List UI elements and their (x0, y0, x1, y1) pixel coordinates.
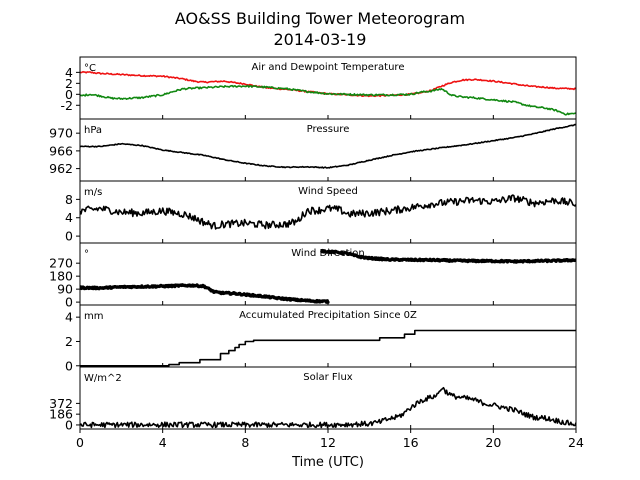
temp-unit-label: °C (84, 63, 96, 74)
x-axis-label: Time (UTC) (291, 455, 364, 470)
prec-title: Accumulated Precipitation Since 0Z (239, 310, 417, 321)
pres-title: Pressure (307, 124, 350, 135)
wind-ytick-label: 4 (65, 210, 73, 225)
x-tick-label: 20 (485, 435, 501, 450)
temp-title: Air and Dewpoint Temperature (252, 62, 405, 73)
panel-wind: 8 4 0 m/s Wind Speed (65, 180, 577, 244)
prec-plot-area (80, 329, 576, 367)
prec-ytick-label: 0 (65, 358, 73, 373)
solar-ytick-label: 0 (65, 417, 73, 432)
x-axis: 0 4 8 12 16 20 24 (76, 429, 584, 450)
wdir-ytick-label: 180 (49, 269, 73, 284)
wdir-unit-label: ° (84, 249, 89, 260)
temp-ytick-label: -2 (61, 98, 73, 113)
prec-ytick-label: 2 (65, 334, 73, 349)
solar-series-0 (80, 386, 576, 429)
x-tick-label: 24 (568, 435, 584, 450)
pres-ytick-label: 966 (49, 143, 73, 158)
panel-pres: 970 966 962 hPa Pressure (49, 118, 577, 182)
panel-temp: 420-2 °C Air and Dewpoint Temperature (61, 56, 577, 120)
temp-series-1 (80, 84, 576, 116)
figure-title: AO&SS Building Tower Meteorogram (175, 9, 465, 28)
x-tick-label: 16 (403, 435, 419, 450)
pres-ytick-label: 970 (49, 126, 73, 141)
wind-series-0 (80, 194, 576, 230)
x-tick-label: 0 (76, 435, 84, 450)
solar-unit-label: W/m^2 (84, 373, 122, 384)
temp-plot-area (80, 70, 576, 116)
pres-ytick-label: 962 (49, 161, 73, 176)
pres-series-0 (80, 123, 576, 169)
temp-ytick-label: 0 (65, 87, 73, 102)
wind-unit-label: m/s (84, 187, 102, 198)
solar-ytick-label: 372 (49, 396, 73, 411)
x-tick-label: 4 (159, 435, 167, 450)
temp-ytick-label: 2 (65, 76, 73, 91)
pres-plot-area (80, 123, 576, 169)
wind-ytick-label: 0 (65, 229, 73, 244)
pres-unit-label: hPa (84, 125, 102, 136)
temp-ytick-label: 4 (65, 65, 73, 80)
panel-prec: 4 2 0 mm Accumulated Precipitation Since 0Z (65, 304, 577, 373)
wind-ytick-label: 8 (65, 192, 73, 207)
solar-ytick-label: 186 (49, 407, 73, 422)
wdir-title: Wind Direction (291, 248, 365, 259)
wind-title: Wind Speed (298, 186, 358, 197)
wind-plot-area (80, 194, 576, 230)
prec-series-0 (80, 329, 576, 367)
wdir-series-0 (80, 283, 330, 304)
panels: 420-2°C Air and Dewpoint Temperature97096… (49, 56, 577, 432)
wdir-plot-area (80, 248, 576, 304)
wdir-ytick-label: 270 (49, 256, 73, 271)
x-tick-label: 12 (320, 435, 336, 450)
solar-title: Solar Flux (303, 372, 353, 383)
wdir-ytick-label: 90 (57, 282, 73, 297)
prec-unit-label: mm (84, 311, 103, 322)
figure-date: 2014-03-19 (274, 30, 367, 49)
wdir-series-1 (320, 248, 576, 264)
temp-series-0 (80, 70, 576, 98)
solar-plot-area (80, 386, 576, 429)
prec-ytick-label: 4 (65, 310, 73, 325)
x-tick-label: 8 (241, 435, 249, 450)
wdir-ytick-label: 0 (65, 295, 73, 310)
